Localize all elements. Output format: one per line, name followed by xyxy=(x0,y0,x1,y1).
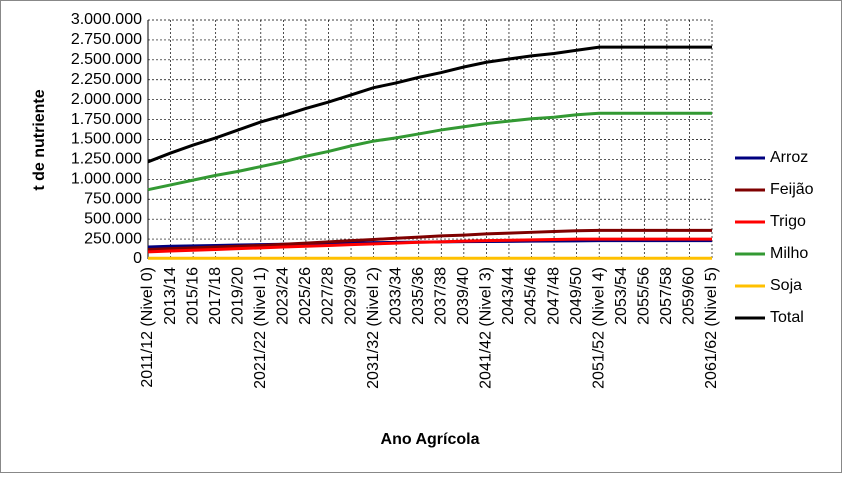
x-tick-label: 2055/56 xyxy=(636,267,653,325)
x-tick-label: 2029/30 xyxy=(342,267,359,325)
y-tick-label: 0 xyxy=(133,250,142,267)
x-tick-label: 2021/22 (Nivel 1) xyxy=(252,267,269,389)
legend-label: Milho xyxy=(770,245,808,262)
x-tick-label: 2025/26 xyxy=(297,267,314,325)
x-tick-label: 2049/50 xyxy=(568,267,585,325)
legend-label: Feijão xyxy=(770,181,814,198)
x-tick-label: 2017/18 xyxy=(207,267,224,325)
series-line xyxy=(147,228,712,251)
y-tick-label: 2.250.000 xyxy=(71,71,142,88)
x-tick-label: 2061/62 (Nivel 5) xyxy=(703,267,720,389)
x-tick-label: 2039/40 xyxy=(455,267,472,325)
y-tick-label: 1.000.000 xyxy=(71,171,142,188)
y-tick-label: 1.250.000 xyxy=(71,151,142,168)
legend-label: Soja xyxy=(770,277,802,294)
y-axis-label: t de nutriente xyxy=(31,89,48,190)
series-line xyxy=(147,111,712,192)
y-tick-label: 1.500.000 xyxy=(71,131,142,148)
x-axis-label: Ano Agrícola xyxy=(381,431,480,448)
x-tick-label: 2057/58 xyxy=(658,267,675,325)
legend-label: Trigo xyxy=(770,213,806,230)
x-tick-label: 2033/34 xyxy=(387,267,404,325)
x-tick-label: 2045/46 xyxy=(523,267,540,325)
x-tick-label: 2035/36 xyxy=(410,267,427,325)
y-tick-label: 2.000.000 xyxy=(71,91,142,108)
x-tick-label: 2043/44 xyxy=(500,267,517,325)
x-tick-label: 2013/14 xyxy=(162,267,179,325)
x-tick-label: 2023/24 xyxy=(275,267,292,325)
x-tick-label: 2015/16 xyxy=(184,267,201,325)
y-tick-label: 250.000 xyxy=(84,230,142,247)
series-line xyxy=(147,237,712,254)
x-tick-label: 2031/32 (Nivel 2) xyxy=(365,267,382,389)
x-tick-label: 2019/20 xyxy=(229,267,246,325)
x-tick-label: 2053/54 xyxy=(613,267,630,325)
x-tick-label: 2011/12 (Nivel 0) xyxy=(139,267,156,388)
legend-label: Arroz xyxy=(770,149,808,166)
x-tick-label: 2041/42 (Nivel 3) xyxy=(478,267,495,389)
x-tick-label: 2037/38 xyxy=(432,267,449,325)
series-line xyxy=(147,45,712,164)
y-tick-label: 2.500.000 xyxy=(71,51,142,68)
legend-label: Total xyxy=(770,309,804,326)
x-tick-label: 2027/28 xyxy=(320,267,337,325)
y-tick-label: 1.750.000 xyxy=(71,111,142,128)
y-tick-label: 500.000 xyxy=(84,210,142,227)
y-tick-label: 2.750.000 xyxy=(71,31,142,48)
y-tick-label: 3.000.000 xyxy=(71,11,142,28)
y-tick-label: 750.000 xyxy=(84,190,142,207)
x-tick-label: 2059/60 xyxy=(681,267,698,325)
x-tick-label: 2051/52 (Nivel 4) xyxy=(590,267,607,389)
x-tick-label: 2047/48 xyxy=(545,267,562,325)
